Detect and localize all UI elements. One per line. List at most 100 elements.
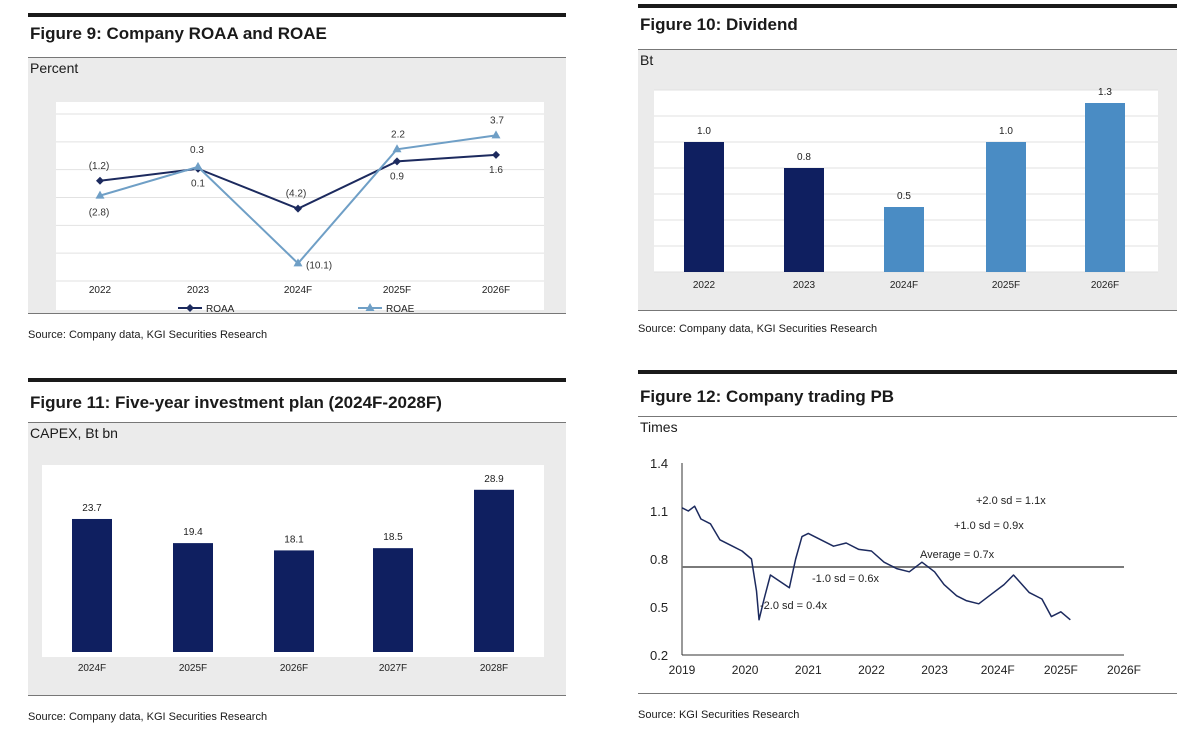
figure-12-annotation: -2.0 sd = 0.4x	[760, 600, 827, 612]
figure-9-roae-point	[392, 144, 402, 153]
figure-12-chart-area: Times 1.4 1.1 0.8 0.5 0.2 2019 2020 2021 2022 202…	[638, 416, 1177, 694]
figure-10-title: Figure 10: Dividend	[640, 15, 798, 34]
figure-11-data-label: 18.5	[383, 532, 403, 543]
figure-12-y-tick-label: 1.1	[650, 504, 668, 519]
figure-10-data-label: 1.3	[1098, 87, 1112, 98]
figure-11-rule	[28, 378, 566, 382]
figure-11-chart: 23.7 2024F 19.4 2025F 18.1 2026F 18.5 2027F 28.9…	[72, 474, 514, 674]
figure-11-x-tick-label: 2027F	[379, 663, 407, 674]
figure-9-legend-marker-roaa	[186, 304, 194, 312]
figure-11-unit-label: CAPEX, Bt bn	[30, 425, 118, 441]
figure-9-data-label: 2.2	[391, 129, 405, 140]
figure-9-roaa-line	[99, 153, 497, 210]
figure-12-x-tick-label: 2022	[858, 663, 885, 677]
figure-12-annotation: +2.0 sd = 1.1x	[976, 495, 1046, 507]
figure-9-roae-point	[193, 161, 203, 170]
figure-10-x-tick-label: 2025F	[992, 280, 1020, 291]
figure-11-data-label: 23.7	[82, 503, 102, 514]
figure-11-x-tick-label: 2028F	[480, 663, 508, 674]
figure-11-bar-2028f	[474, 489, 514, 652]
figure-10-panel: Figure 10: Dividend Bt 1.0 2022 0.8 2023 0.5…	[638, 4, 1177, 339]
figure-11-bar-2025f	[173, 543, 213, 652]
figure-9-data-label: (1.2)	[89, 161, 110, 172]
figure-12-y-tick-label: 0.8	[650, 552, 668, 567]
figure-10-data-label: 1.0	[697, 126, 711, 137]
figure-10-x-tick-label: 2023	[793, 280, 816, 291]
figure-12-rule	[638, 370, 1177, 374]
figure-11-panel: Figure 11: Five-year investment plan (20…	[28, 378, 566, 728]
figure-9-title: Figure 9: Company ROAA and ROAE	[30, 24, 327, 43]
figure-9-roae-point	[491, 130, 501, 139]
figure-9-data-label: 1.6	[489, 165, 503, 176]
figure-9-legend-label: ROAA	[206, 304, 235, 315]
figure-12-pb-line	[681, 505, 1071, 621]
figure-11-x-tick-label: 2024F	[78, 663, 106, 674]
figure-10-x-tick-label: 2024F	[890, 280, 918, 291]
figure-9-panel: Figure 9: Company ROAA and ROAE Percent …	[28, 13, 566, 348]
figure-12-annotation: +1.0 sd = 0.9x	[954, 520, 1024, 532]
figure-11-data-label: 19.4	[183, 527, 203, 538]
figure-9-x-tick-label: 2023	[187, 285, 210, 296]
figure-9-roae-point	[293, 258, 303, 267]
figure-12-y-tick-label: 1.4	[650, 456, 668, 471]
figure-9-roaa-point	[393, 157, 401, 166]
figure-10-source: Source: Company data, KGI Securities Res…	[638, 323, 878, 335]
figure-12-panel: Figure 12: Company trading PB Times 1.4 1…	[638, 370, 1177, 725]
figure-10-chart: 1.0 2022 0.8 2023 0.5 2024F 1.0 2025F 1.3 2026F	[654, 87, 1158, 291]
figure-12-unit-label: Times	[640, 419, 678, 435]
figure-12-x-tick-label: 2021	[795, 663, 822, 677]
figure-12-x-tick-label: 2025F	[1044, 663, 1078, 677]
figure-10-unit-label: Bt	[640, 52, 654, 68]
figure-12-y-tick-label: 0.2	[650, 648, 668, 663]
figure-9-data-label: (4.2)	[286, 189, 307, 200]
figure-11-data-label: 28.9	[484, 474, 504, 485]
figure-9-x-tick-label: 2024F	[284, 285, 312, 296]
figure-10-data-label: 0.5	[897, 191, 911, 202]
figure-12-y-tick-label: 0.5	[650, 600, 668, 615]
figure-9-data-label: 0.3	[190, 145, 204, 156]
figure-10-x-tick-label: 2026F	[1091, 280, 1119, 291]
figure-11-x-tick-label: 2026F	[280, 663, 308, 674]
figure-10-chart-area: Bt 1.0 2022 0.8 2023 0.5 2024F 1.0 2025F 1.3 2026…	[638, 49, 1177, 311]
figure-10-bar-2026f	[1085, 103, 1125, 272]
figure-12-x-tick-label: 2026F	[1107, 663, 1141, 677]
figure-12-x-tick-label: 2024F	[981, 663, 1015, 677]
figure-9-roae-point	[95, 190, 105, 199]
figure-11-title: Figure 11: Five-year investment plan (20…	[30, 393, 442, 412]
figure-11-chart-area: CAPEX, Bt bn 23.7 2024F 19.4 2025F 18.1 2026F…	[28, 422, 566, 696]
figure-9-source: Source: Company data, KGI Securities Res…	[28, 329, 268, 341]
figure-9-data-label: (10.1)	[306, 260, 332, 271]
figure-12-x-tick-label: 2019	[669, 663, 696, 677]
figure-9-roaa-point	[492, 150, 500, 159]
figure-9-x-tick-label: 2025F	[383, 285, 411, 296]
figure-10-bar-2025f	[986, 142, 1026, 272]
figure-9-roaa-point	[294, 204, 302, 213]
figure-9-legend-label: ROAE	[386, 304, 415, 315]
figure-9-chart-area: Percent (1.2) 0.1 (4.2) 0.9 1.6 (2.8) 0.3 (10.1…	[28, 57, 566, 315]
figure-11-x-tick-label: 2025F	[179, 663, 207, 674]
figure-12-title: Figure 12: Company trading PB	[640, 387, 895, 406]
figure-9-data-label: 3.7	[490, 115, 504, 126]
figure-10-bar-2023	[784, 168, 824, 272]
figure-10-x-tick-label: 2022	[693, 280, 716, 291]
figure-11-bar-2027f	[373, 548, 413, 652]
figure-9-data-label: 0.9	[390, 171, 404, 182]
figure-12-x-tick-label: 2020	[732, 663, 759, 677]
figure-11-bar-2024f	[72, 518, 112, 652]
figure-9-rule	[28, 13, 566, 17]
figure-9-data-label: (2.8)	[89, 208, 110, 219]
figure-12-annotation: Average = 0.7x	[920, 549, 995, 561]
figure-10-bar-2024f	[884, 207, 924, 272]
figure-9-x-tick-label: 2022	[89, 285, 112, 296]
figure-9-legend-marker-roae	[365, 303, 375, 311]
figure-9-chart: (1.2) 0.1 (4.2) 0.9 1.6 (2.8) 0.3 (10.1) 2.2 3.7 2…	[56, 113, 544, 315]
figure-9-unit-label: Percent	[30, 60, 79, 76]
figure-9-roaa-point	[96, 176, 104, 185]
figure-12-annotation: -1.0 sd = 0.6x	[812, 573, 879, 585]
figure-10-rule	[638, 4, 1177, 8]
figure-10-data-label: 0.8	[797, 152, 811, 163]
figure-12-x-tick-label: 2023	[921, 663, 948, 677]
figure-10-bar-2022	[684, 142, 724, 272]
figure-11-data-label: 18.1	[284, 534, 304, 545]
